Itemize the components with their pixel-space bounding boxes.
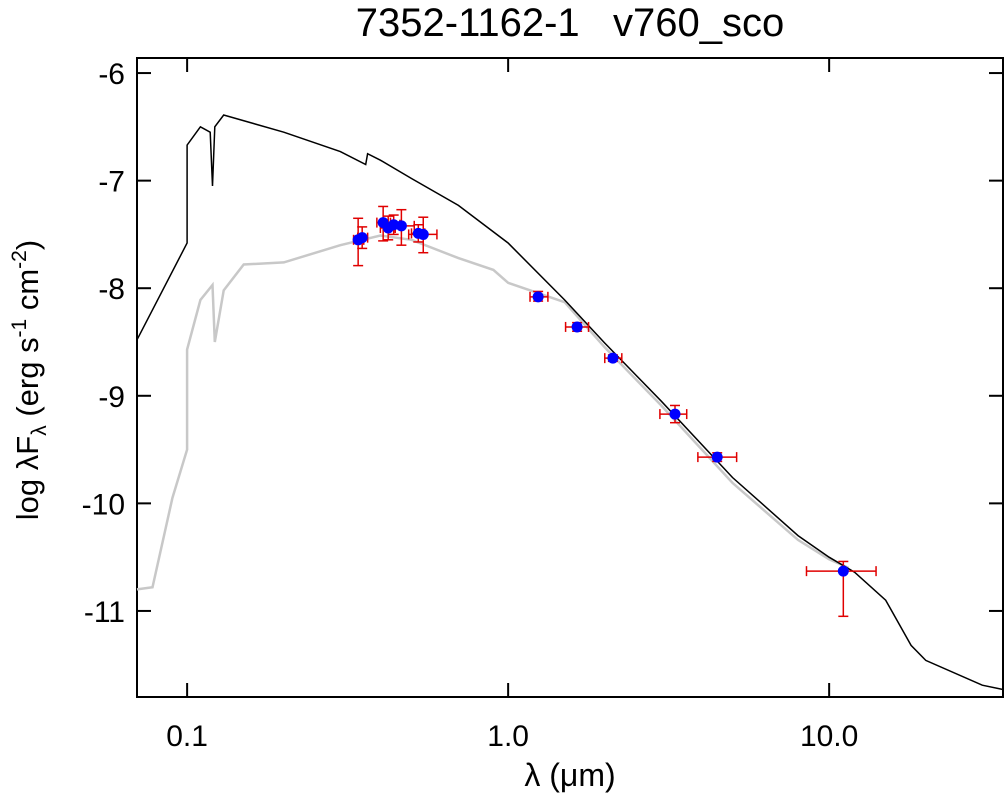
- x-tick-label: 0.1: [166, 720, 208, 753]
- y-tick-label: -6: [98, 58, 125, 91]
- y-tick-label: -8: [98, 273, 125, 306]
- y-tick-label: -11: [84, 596, 125, 629]
- y-label-part: cm: [10, 269, 45, 319]
- y-label-part: (erg s: [10, 337, 45, 425]
- model-curve: [136, 114, 1004, 691]
- y-tick-label: -10: [82, 488, 125, 521]
- x-tick-label: 10.0: [800, 720, 858, 753]
- data-point: [395, 220, 407, 232]
- y-axis-label: log λFλ (erg s-1 cm-2): [8, 240, 51, 520]
- data-point: [532, 291, 544, 303]
- y-label-part: ): [10, 240, 45, 250]
- x-axis-label: λ (μm): [524, 757, 615, 793]
- chart-title: 7352-1162-1 v760_sco: [356, 1, 784, 45]
- data-point: [417, 228, 429, 240]
- y-label-sup: -1: [8, 319, 31, 338]
- y-label-part: log λF: [10, 436, 45, 520]
- y-label-sub: λ: [28, 425, 51, 436]
- y-label-sup: -2: [8, 250, 31, 269]
- data-point: [356, 232, 368, 244]
- x-tick-label: 1.0: [487, 720, 529, 753]
- model-curve: [136, 234, 850, 591]
- plot-frame: [136, 57, 1004, 698]
- data-point: [607, 352, 619, 364]
- data-point: [837, 565, 849, 577]
- data-point: [669, 408, 681, 420]
- data-point: [571, 321, 583, 333]
- data-point: [711, 451, 723, 463]
- y-tick-label: -9: [98, 381, 125, 414]
- y-tick-label: -7: [98, 166, 125, 199]
